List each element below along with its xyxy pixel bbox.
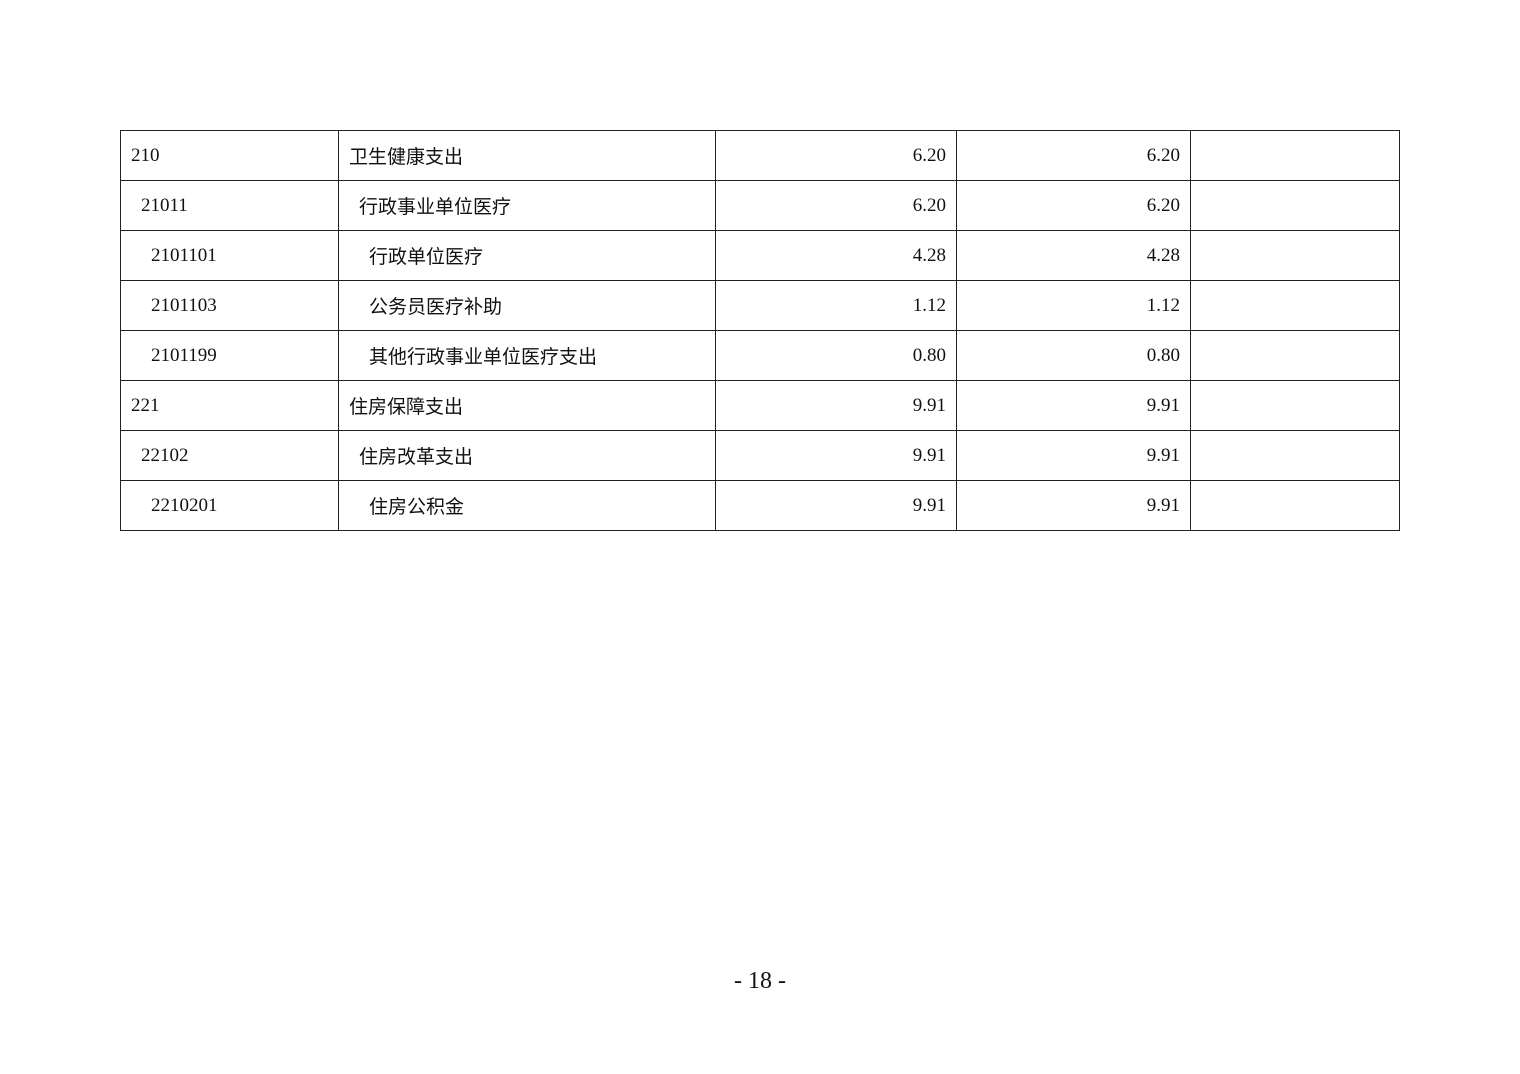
value-cell <box>1190 430 1400 481</box>
value-cell: 9.91 <box>715 480 957 531</box>
value-cell <box>1190 330 1400 381</box>
value-cell: 6.20 <box>715 180 957 231</box>
code-cell: 2101103 <box>120 280 339 331</box>
table-row: 2101103 公务员医疗补助 1.12 1.12 <box>120 280 1400 331</box>
table-row: 2101101 行政单位医疗 4.28 4.28 <box>120 230 1400 281</box>
code-cell: 2210201 <box>120 480 339 531</box>
value-cell <box>1190 480 1400 531</box>
code-cell: 22102 <box>120 430 339 481</box>
value-cell: 9.91 <box>715 430 957 481</box>
name-cell: 住房改革支出 <box>338 430 716 481</box>
table-row: 221 住房保障支出 9.91 9.91 <box>120 380 1400 431</box>
table-row: 2101199 其他行政事业单位医疗支出 0.80 0.80 <box>120 330 1400 381</box>
code-cell: 221 <box>120 380 339 431</box>
value-cell <box>1190 380 1400 431</box>
name-cell: 行政单位医疗 <box>338 230 716 281</box>
value-cell: 9.91 <box>956 480 1191 531</box>
value-cell: 6.20 <box>956 180 1191 231</box>
name-cell: 其他行政事业单位医疗支出 <box>338 330 716 381</box>
value-cell: 9.91 <box>715 380 957 431</box>
value-cell: 6.20 <box>715 130 957 181</box>
value-cell <box>1190 280 1400 331</box>
value-cell: 9.91 <box>956 430 1191 481</box>
value-cell: 4.28 <box>956 230 1191 281</box>
value-cell <box>1190 180 1400 231</box>
name-cell: 住房公积金 <box>338 480 716 531</box>
code-cell: 2101199 <box>120 330 339 381</box>
value-cell: 1.12 <box>956 280 1191 331</box>
budget-table: 210 卫生健康支出 6.20 6.20 21011 行政事业单位医疗 6.20 6.20 21… <box>120 130 1400 531</box>
table-row: 210 卫生健康支出 6.20 6.20 <box>120 130 1400 181</box>
value-cell: 0.80 <box>956 330 1191 381</box>
code-cell: 210 <box>120 130 339 181</box>
page-number: - 18 - <box>734 968 786 994</box>
value-cell: 9.91 <box>956 380 1191 431</box>
value-cell: 4.28 <box>715 230 957 281</box>
name-cell: 公务员医疗补助 <box>338 280 716 331</box>
name-cell: 行政事业单位医疗 <box>338 180 716 231</box>
value-cell <box>1190 130 1400 181</box>
value-cell: 0.80 <box>715 330 957 381</box>
code-cell: 2101101 <box>120 230 339 281</box>
table-row: 22102 住房改革支出 9.91 9.91 <box>120 430 1400 481</box>
value-cell: 1.12 <box>715 280 957 331</box>
table-row: 21011 行政事业单位医疗 6.20 6.20 <box>120 180 1400 231</box>
table-row: 2210201 住房公积金 9.91 9.91 <box>120 480 1400 531</box>
code-cell: 21011 <box>120 180 339 231</box>
value-cell <box>1190 230 1400 281</box>
name-cell: 住房保障支出 <box>338 380 716 431</box>
value-cell: 6.20 <box>956 130 1191 181</box>
name-cell: 卫生健康支出 <box>338 130 716 181</box>
